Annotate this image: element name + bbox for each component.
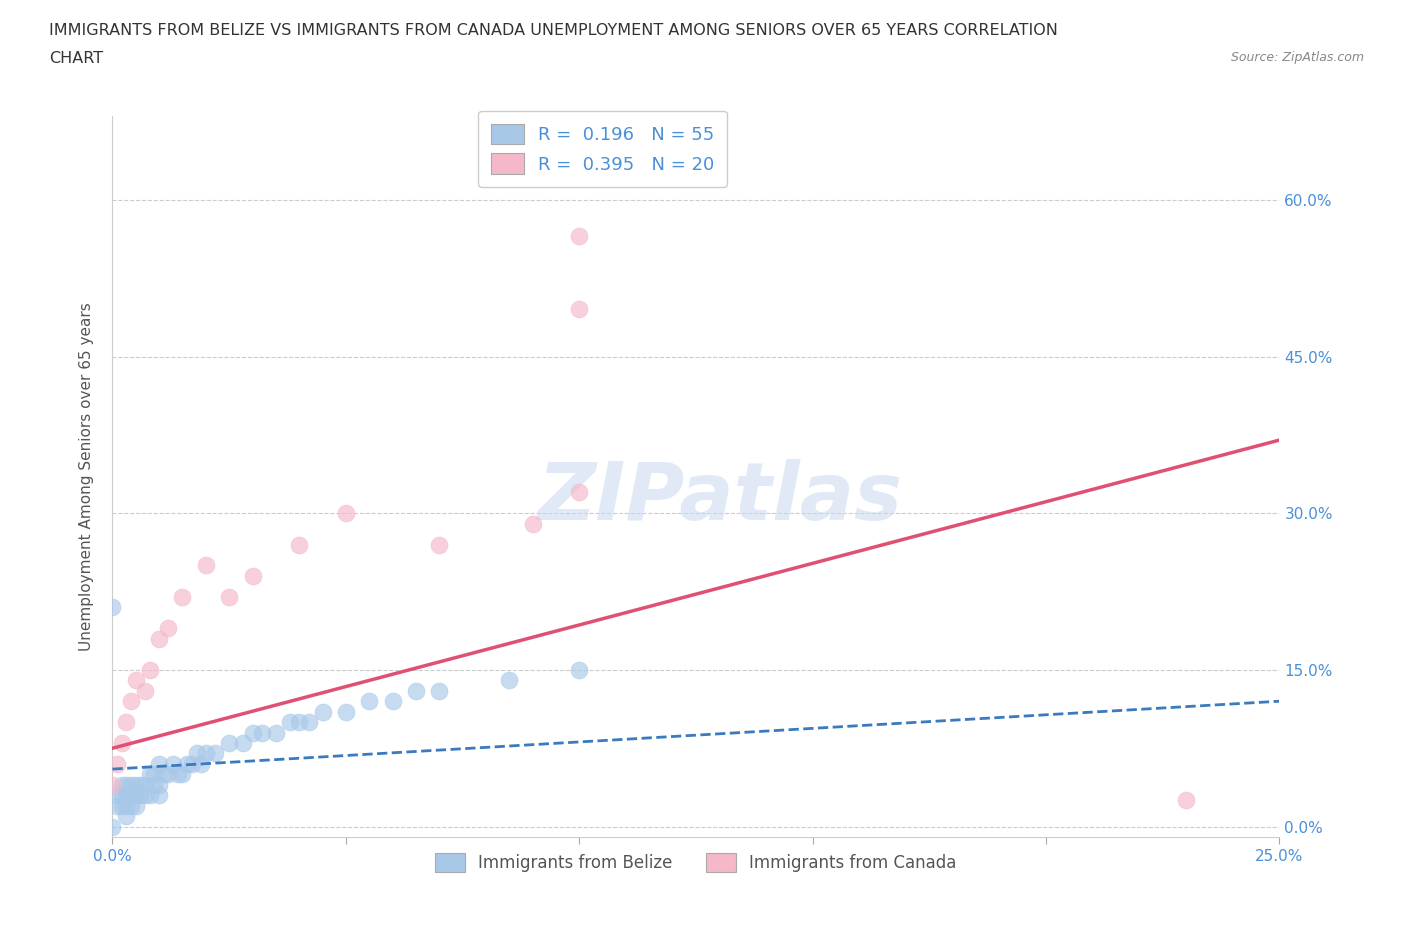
Point bbox=[143, 767, 166, 782]
Point bbox=[264, 725, 287, 740]
Point bbox=[568, 302, 591, 317]
Point bbox=[134, 777, 156, 792]
Point bbox=[120, 777, 142, 792]
Point bbox=[129, 788, 152, 803]
Point bbox=[115, 809, 138, 824]
Point bbox=[288, 538, 311, 552]
Point bbox=[111, 798, 134, 813]
Point bbox=[134, 788, 156, 803]
Point bbox=[176, 756, 198, 771]
Point bbox=[166, 767, 188, 782]
Point bbox=[194, 558, 217, 573]
Text: ZIPatlas: ZIPatlas bbox=[537, 459, 901, 538]
Point bbox=[335, 506, 357, 521]
Point bbox=[498, 673, 520, 688]
Point bbox=[172, 767, 194, 782]
Point bbox=[105, 756, 128, 771]
Text: Source: ZipAtlas.com: Source: ZipAtlas.com bbox=[1230, 51, 1364, 64]
Point bbox=[134, 684, 156, 698]
Point bbox=[125, 673, 148, 688]
Point bbox=[242, 725, 264, 740]
Point bbox=[115, 714, 138, 729]
Point bbox=[101, 777, 124, 792]
Point bbox=[157, 767, 180, 782]
Point bbox=[278, 714, 301, 729]
Point bbox=[101, 819, 124, 834]
Point bbox=[148, 756, 170, 771]
Point bbox=[288, 714, 311, 729]
Point bbox=[232, 736, 254, 751]
Point bbox=[218, 590, 240, 604]
Point bbox=[125, 777, 148, 792]
Point bbox=[148, 788, 170, 803]
Point bbox=[568, 662, 591, 677]
Point bbox=[101, 600, 124, 615]
Point bbox=[405, 684, 427, 698]
Point bbox=[111, 736, 134, 751]
Text: IMMIGRANTS FROM BELIZE VS IMMIGRANTS FROM CANADA UNEMPLOYMENT AMONG SENIORS OVER: IMMIGRANTS FROM BELIZE VS IMMIGRANTS FRO… bbox=[49, 23, 1059, 38]
Point bbox=[120, 798, 142, 813]
Point bbox=[427, 684, 450, 698]
Point bbox=[120, 788, 142, 803]
Point bbox=[242, 568, 264, 583]
Point bbox=[297, 714, 319, 729]
Point bbox=[125, 798, 148, 813]
Point bbox=[172, 590, 194, 604]
Point bbox=[1175, 793, 1198, 808]
Point bbox=[105, 788, 128, 803]
Point bbox=[105, 798, 128, 813]
Point bbox=[115, 798, 138, 813]
Point bbox=[381, 694, 404, 709]
Point bbox=[204, 746, 226, 761]
Point bbox=[120, 694, 142, 709]
Point bbox=[194, 746, 217, 761]
Point bbox=[522, 516, 544, 531]
Point bbox=[180, 756, 202, 771]
Text: CHART: CHART bbox=[49, 51, 103, 66]
Point bbox=[139, 788, 162, 803]
Point bbox=[111, 777, 134, 792]
Point bbox=[250, 725, 273, 740]
Legend: Immigrants from Belize, Immigrants from Canada: Immigrants from Belize, Immigrants from … bbox=[429, 846, 963, 879]
Point bbox=[148, 631, 170, 646]
Point bbox=[311, 704, 333, 719]
Point bbox=[335, 704, 357, 719]
Point bbox=[568, 485, 591, 499]
Point bbox=[153, 767, 176, 782]
Point bbox=[157, 620, 180, 635]
Point bbox=[111, 788, 134, 803]
Point bbox=[190, 756, 212, 771]
Point bbox=[186, 746, 208, 761]
Point bbox=[143, 777, 166, 792]
Y-axis label: Unemployment Among Seniors over 65 years: Unemployment Among Seniors over 65 years bbox=[79, 302, 94, 651]
Point bbox=[139, 767, 162, 782]
Point bbox=[568, 229, 591, 244]
Point bbox=[115, 788, 138, 803]
Point bbox=[148, 777, 170, 792]
Point bbox=[115, 777, 138, 792]
Point bbox=[129, 777, 152, 792]
Point bbox=[125, 788, 148, 803]
Point bbox=[218, 736, 240, 751]
Point bbox=[162, 756, 184, 771]
Point bbox=[359, 694, 381, 709]
Point bbox=[427, 538, 450, 552]
Point bbox=[139, 662, 162, 677]
